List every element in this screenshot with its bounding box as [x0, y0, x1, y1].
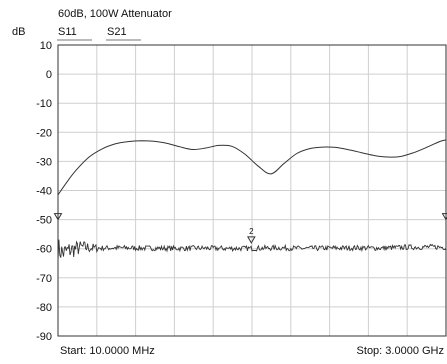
marker-triangle: [248, 237, 255, 243]
legend-s11: S11: [58, 26, 77, 38]
y-tick-label: -70: [36, 273, 52, 285]
marker-label: 2: [249, 227, 254, 236]
y-tick-label: -90: [36, 331, 52, 343]
chart-title: 60dB, 100W Attenuator: [58, 8, 172, 20]
x-stop-label: Stop: 3.0000 GHz: [357, 345, 444, 357]
y-tick-label: -30: [36, 156, 52, 168]
y-tick-label: -20: [36, 127, 52, 139]
y-tick-label: -10: [36, 98, 52, 110]
grid: [58, 45, 446, 336]
y-tick-label: -80: [36, 302, 52, 314]
y-tick-labels: 10 0 -10 -20 -30 -40 -50 -60 -70 -80 -90: [36, 40, 52, 343]
y-tick-label: -40: [36, 186, 52, 198]
y-tick-label: -50: [36, 215, 52, 227]
markers: 2: [55, 214, 447, 243]
legend-s21: S21: [107, 26, 127, 38]
y-axis-label: dB: [12, 26, 25, 38]
y-tick-label: 10: [40, 40, 52, 52]
y-tick-label: 0: [46, 69, 52, 81]
x-start-label: Start: 10.0000 MHz: [60, 345, 155, 357]
y-tick-label: -60: [36, 244, 52, 256]
